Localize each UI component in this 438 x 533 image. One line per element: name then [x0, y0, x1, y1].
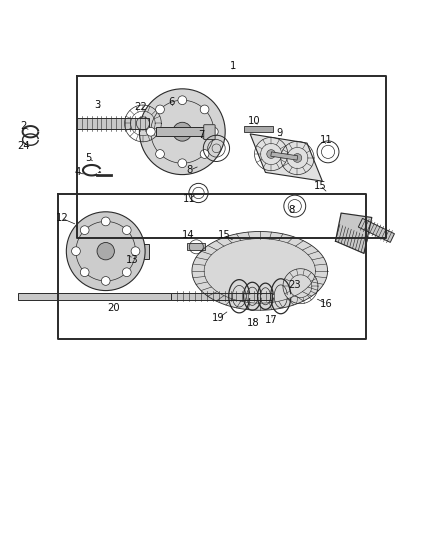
Text: 10: 10 [247, 116, 260, 126]
Ellipse shape [191, 231, 327, 310]
Text: 12: 12 [56, 213, 68, 223]
Polygon shape [335, 213, 371, 253]
Circle shape [97, 243, 114, 260]
Text: 11: 11 [320, 135, 332, 146]
Text: 14: 14 [181, 230, 194, 240]
Circle shape [200, 105, 208, 114]
Text: 19: 19 [212, 313, 225, 323]
Text: 8: 8 [288, 206, 294, 215]
Circle shape [146, 127, 155, 136]
Circle shape [66, 212, 145, 290]
Polygon shape [155, 127, 205, 136]
Polygon shape [18, 293, 171, 300]
Text: 7: 7 [198, 130, 204, 140]
Polygon shape [171, 293, 272, 300]
Circle shape [80, 268, 89, 277]
Text: 15: 15 [217, 230, 230, 240]
Polygon shape [77, 118, 149, 128]
Circle shape [131, 247, 140, 255]
Text: 4: 4 [74, 167, 80, 177]
Circle shape [266, 150, 275, 158]
Circle shape [200, 150, 208, 158]
Polygon shape [106, 244, 149, 259]
Polygon shape [250, 134, 321, 181]
Text: 3: 3 [94, 100, 100, 110]
FancyBboxPatch shape [244, 126, 272, 132]
Circle shape [292, 154, 301, 163]
Circle shape [155, 150, 164, 158]
FancyBboxPatch shape [203, 125, 215, 140]
Circle shape [71, 247, 80, 255]
Circle shape [177, 96, 186, 104]
Text: 23: 23 [288, 280, 300, 290]
Text: 13: 13 [125, 255, 138, 265]
Text: 9: 9 [276, 128, 283, 138]
Polygon shape [357, 219, 393, 243]
Text: 24: 24 [17, 141, 30, 151]
Polygon shape [270, 152, 297, 160]
Circle shape [101, 277, 110, 285]
Text: 15: 15 [313, 181, 326, 190]
Text: 18: 18 [247, 318, 259, 328]
Circle shape [177, 159, 186, 167]
Polygon shape [186, 243, 205, 251]
Circle shape [155, 105, 164, 114]
Text: 11: 11 [182, 193, 195, 204]
Text: 2: 2 [20, 122, 27, 132]
Text: 1: 1 [229, 61, 235, 71]
Circle shape [122, 268, 131, 277]
Text: 17: 17 [264, 315, 277, 325]
Circle shape [80, 226, 89, 235]
Text: 6: 6 [168, 98, 174, 107]
Circle shape [122, 226, 131, 235]
Text: 22: 22 [134, 102, 147, 112]
Text: 8: 8 [186, 165, 192, 175]
Text: 16: 16 [320, 298, 332, 309]
Circle shape [173, 122, 191, 141]
Circle shape [209, 127, 218, 136]
Text: 5: 5 [85, 153, 91, 163]
Circle shape [139, 89, 225, 175]
Circle shape [101, 217, 110, 226]
Text: 20: 20 [107, 303, 120, 313]
